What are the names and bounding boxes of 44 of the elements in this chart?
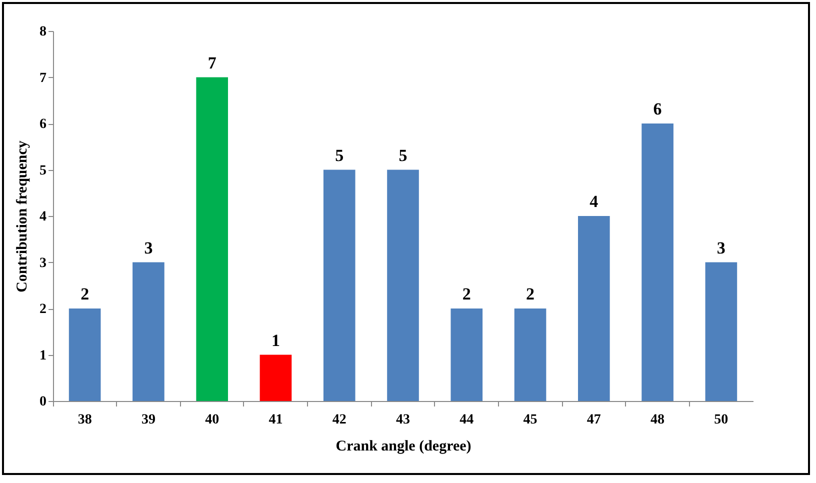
bar [387,170,419,401]
y-tick-label: 0 [40,394,46,410]
x-tick-label: 43 [396,412,410,428]
data-label: 1 [271,330,280,350]
bar [514,308,546,401]
bar [705,262,738,401]
x-tick-label: 41 [268,412,283,428]
bar [132,262,164,401]
x-tick-label: 44 [460,412,474,428]
y-tick-label: 8 [40,24,46,40]
bar [450,308,483,401]
y-tick-label: 5 [40,163,46,178]
y-axis-title: Contribution frequency [14,140,30,292]
x-axis-title: Crank angle (degree) [336,438,472,454]
bar [578,216,610,401]
x-tick-label: 42 [332,412,346,428]
data-label: 3 [716,238,726,258]
data-label: 3 [144,238,153,258]
data-label: 7 [208,53,217,72]
data-label: 5 [398,146,408,165]
y-tick-label: 7 [40,70,46,86]
y-tick-label: 3 [40,256,46,271]
bar [68,308,101,401]
y-tick-label: 4 [40,210,46,224]
bar [260,354,292,401]
y-tick-label: 2 [40,302,46,317]
x-tick-label: 45 [523,412,538,428]
bar [323,170,356,401]
data-label: 2 [526,284,535,304]
x-tick-label: 38 [78,412,92,428]
data-label: 6 [653,100,662,118]
y-tick-label: 6 [40,117,46,132]
x-tick-label: 47 [586,412,601,428]
x-tick-label: 50 [714,412,728,428]
data-label: 2 [80,284,90,304]
data-label: 4 [590,192,599,211]
x-tick-label: 48 [650,412,665,428]
y-tick-label: 1 [40,348,46,364]
data-label: 5 [335,146,344,165]
x-tick-label: 39 [141,412,156,428]
bar [196,77,228,401]
data-label: 2 [462,284,471,304]
bar [642,124,674,401]
x-tick-label: 40 [205,412,220,428]
